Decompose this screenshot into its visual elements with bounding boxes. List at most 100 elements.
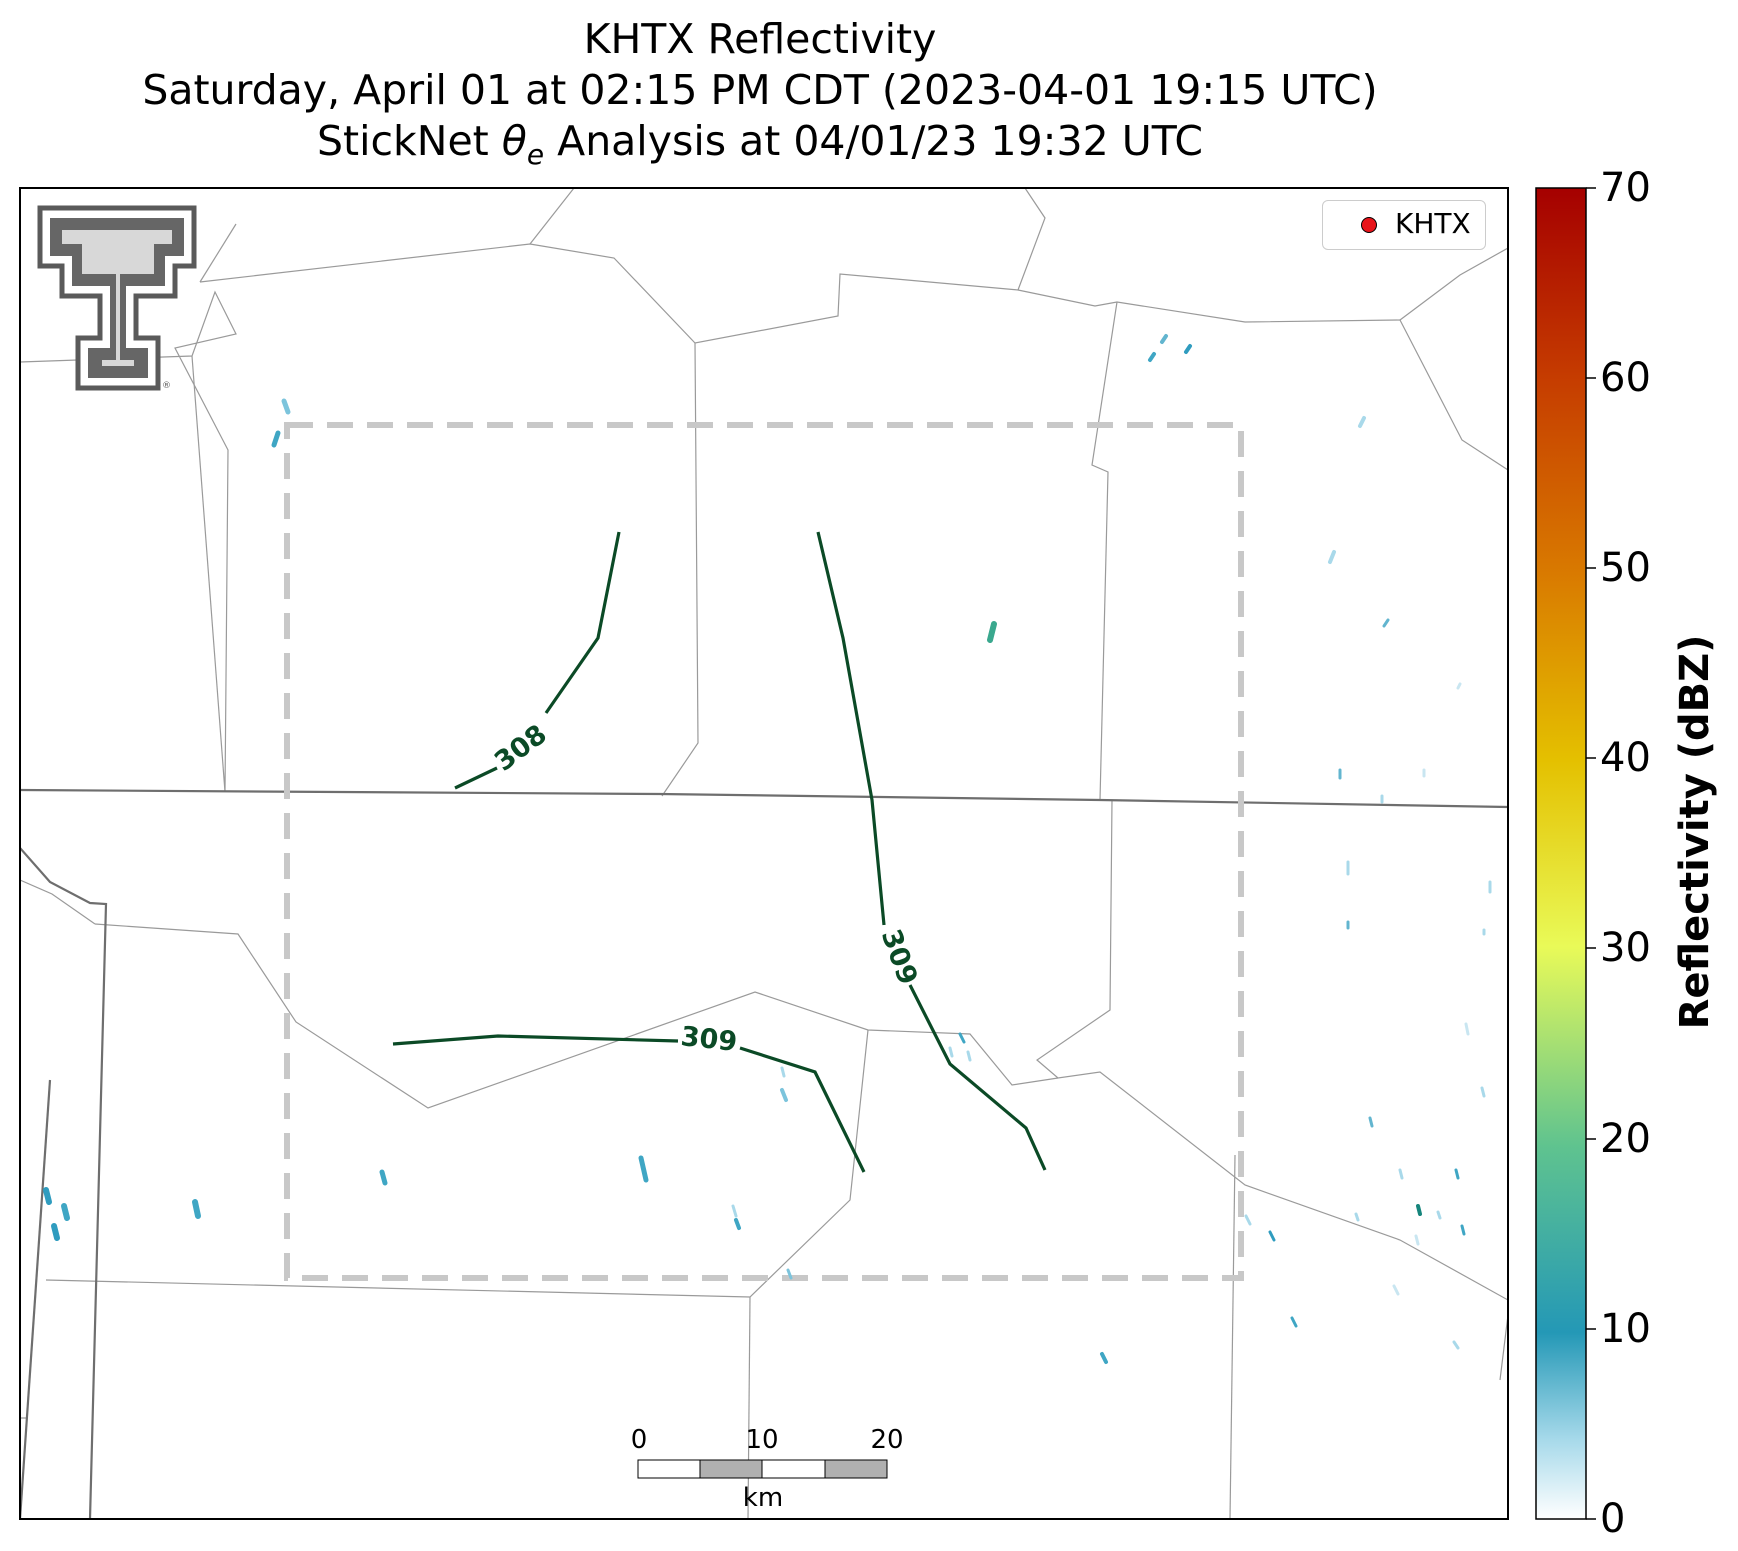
contour-309-east (816, 531, 886, 926)
echo (1416, 1204, 1422, 1216)
echo (192, 1199, 201, 1219)
title-line-3-suffix: Analysis at 04/01/23 19:32 UTC (544, 117, 1203, 165)
echo (271, 430, 281, 448)
title-line-3-prefix: StickNet (317, 117, 502, 165)
colorbar-tick-label: 10 (1600, 1306, 1651, 1352)
state-line (20, 1079, 52, 1519)
echo (948, 1046, 954, 1058)
county-line (1229, 1154, 1236, 1519)
echo (1456, 682, 1462, 690)
colorbar-tick-label: 70 (1600, 165, 1651, 211)
county-line (1017, 188, 1046, 291)
echo (1436, 1210, 1442, 1220)
county-line (1399, 247, 1508, 321)
theta-subscript: e (526, 138, 545, 172)
scale-tick-label: 20 (870, 1425, 904, 1455)
analysis-domain-box (284, 422, 1244, 1281)
echo (43, 1187, 52, 1205)
county-line (94, 923, 1059, 1109)
scale-tick-label: 0 (630, 1425, 648, 1455)
echo (1414, 1234, 1420, 1246)
echo (1184, 344, 1192, 354)
echo (1480, 1086, 1486, 1098)
echo (1100, 1352, 1108, 1364)
county-line (1091, 301, 1118, 801)
county-line (747, 1296, 751, 1519)
theta-e-contours (392, 531, 1047, 1173)
echo (966, 1050, 972, 1062)
colorbar-tick-label: 50 (1600, 545, 1651, 591)
colorbar-bar (1535, 187, 1587, 1520)
scale-segment (761, 1459, 826, 1479)
echo (1268, 1230, 1276, 1242)
echo (1392, 1284, 1400, 1296)
echo (51, 1223, 60, 1241)
county-line (1036, 799, 1508, 1301)
county-line (1399, 319, 1508, 471)
echo (281, 398, 291, 415)
scale-unit-label: km (742, 1483, 784, 1513)
echo (1452, 1340, 1460, 1350)
echo (1460, 1224, 1466, 1236)
echo (1454, 1168, 1460, 1180)
figure-title: KHTX Reflectivity Saturday, April 01 at … (0, 14, 1520, 180)
colorbar-label: Reflectivity (dBZ) (1672, 634, 1718, 1030)
colorbar (1535, 187, 1596, 1520)
contour-309-east (908, 984, 1047, 1171)
contour-309-south (392, 1034, 679, 1046)
contour-label-309-south: 309 (679, 1021, 738, 1058)
county-line (20, 879, 96, 925)
colorbar-tick-label: 40 (1600, 735, 1651, 781)
echo (1382, 618, 1390, 628)
echo (1148, 352, 1156, 362)
theta-symbol: θ (501, 117, 527, 165)
state-line (20, 847, 108, 1519)
echo (1464, 1022, 1470, 1036)
reflectivity-echoes (43, 334, 1492, 1364)
county-line (191, 355, 226, 793)
county-line (199, 223, 237, 283)
echo (731, 1204, 738, 1218)
contour-label-309-east: 309 (875, 925, 923, 989)
contour-label-308: 308 (489, 719, 553, 778)
scale-bar (637, 1459, 888, 1479)
echo (1244, 1214, 1252, 1226)
echo (734, 1218, 741, 1230)
echo (1398, 1168, 1404, 1180)
colorbar-tick-label: 60 (1600, 355, 1651, 401)
scale-segment (699, 1459, 763, 1479)
echo (780, 1088, 788, 1102)
echo (987, 621, 997, 643)
echo (780, 1066, 786, 1078)
echo (1358, 416, 1366, 428)
echo (958, 1032, 966, 1044)
scale-tick-label: 10 (745, 1425, 779, 1455)
state-boundaries (20, 788, 1508, 1519)
state-line (20, 788, 1508, 809)
echo (638, 1155, 649, 1183)
scale-segment (637, 1459, 701, 1479)
county-line (661, 342, 699, 797)
contour-308 (454, 766, 498, 790)
title-line-2: Saturday, April 01 at 02:15 PM CDT (2023… (142, 66, 1378, 114)
legend: KHTX (1322, 200, 1486, 250)
map-area: 308 309 309 (20, 188, 1508, 1519)
county-line (199, 243, 1401, 344)
colorbar-tick-label: 30 (1600, 925, 1651, 971)
echo (1354, 1212, 1360, 1222)
echo (1368, 1116, 1374, 1128)
title-line-1: KHTX Reflectivity (583, 15, 937, 63)
registered-mark: ® (162, 381, 171, 391)
contour-308 (544, 531, 621, 714)
legend-label: KHTX (1395, 207, 1471, 240)
county-boundaries (20, 188, 1508, 1519)
contour-309-south (739, 1046, 866, 1173)
echo (61, 1203, 70, 1221)
county-line (1499, 1314, 1508, 1381)
colorbar-tick-label: 20 (1600, 1116, 1651, 1162)
texas-tech-logo: ® (37, 205, 197, 391)
echo (786, 1268, 793, 1280)
echo (1160, 334, 1168, 344)
echo (1290, 1316, 1298, 1328)
